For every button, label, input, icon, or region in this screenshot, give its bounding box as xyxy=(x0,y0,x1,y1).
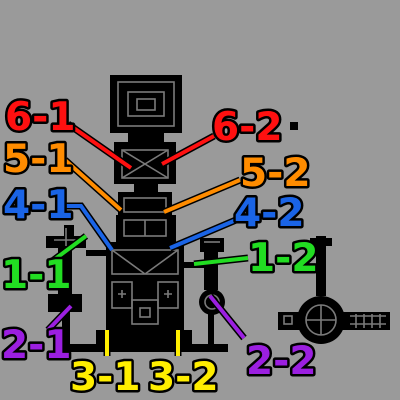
marker-label-1-1: 1-1 xyxy=(1,253,71,298)
marker-label-1-2: 1-2 xyxy=(248,236,318,281)
marker-label-5-2: 5-2 xyxy=(240,151,310,196)
marker-label-2-2: 2-2 xyxy=(246,339,316,384)
marker-label-4-1: 4-1 xyxy=(3,183,73,228)
marker-labels: 6-1 6-2 5-1 5-2 4-1 4-2 1-1 1-2 2-1 2-2 … xyxy=(0,93,321,400)
marker-label-3-2: 3-2 xyxy=(148,355,218,400)
marker-label-6-1: 6-1 xyxy=(5,95,75,140)
marker-label-2-1: 2-1 xyxy=(1,323,71,368)
marker-label-5-1: 5-1 xyxy=(3,137,73,182)
marker-label-3-1: 3-1 xyxy=(70,355,140,400)
marker-label-6-2: 6-2 xyxy=(212,105,282,150)
pointer-lines xyxy=(45,121,249,356)
marker-label-4-2: 4-2 xyxy=(234,191,304,236)
